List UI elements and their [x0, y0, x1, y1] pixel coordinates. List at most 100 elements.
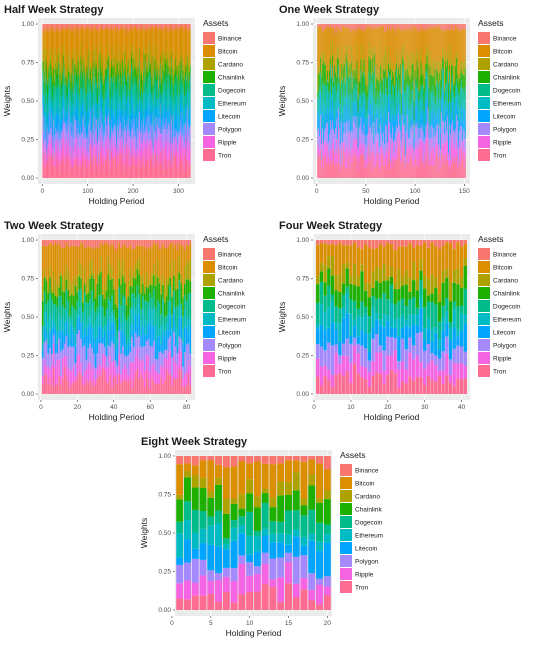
bar-segment	[117, 124, 119, 131]
bar-segment	[93, 24, 95, 29]
bar-segment	[123, 165, 124, 178]
bar-segment	[153, 84, 154, 104]
bar-segment	[186, 147, 187, 157]
bar-segment	[177, 24, 179, 28]
bar-segment	[365, 85, 367, 97]
bar-segment	[417, 68, 419, 89]
bar-segment	[160, 29, 162, 65]
bar-segment	[332, 66, 333, 86]
bar-segment	[118, 100, 119, 115]
bar-segment	[151, 58, 152, 78]
bar-segment	[105, 24, 107, 29]
bar-segment	[93, 155, 95, 178]
bar-segment	[96, 118, 98, 131]
bar-segment	[173, 102, 174, 110]
bar-segment	[154, 165, 156, 178]
bar-segment	[135, 61, 137, 73]
bar-segment	[453, 91, 454, 103]
bar-segment	[155, 69, 157, 77]
bar-segment	[55, 133, 56, 143]
bar-segment	[175, 25, 177, 52]
bar-segment	[155, 49, 157, 70]
bar-segment	[91, 147, 93, 162]
bar-segment	[447, 116, 449, 142]
bar-segment	[353, 122, 355, 138]
bar-segment	[87, 92, 89, 110]
bar-segment	[186, 58, 188, 81]
bar-segment	[448, 83, 450, 104]
bar-segment	[70, 73, 72, 86]
bar-segment	[46, 127, 48, 145]
bar-segment	[88, 126, 90, 146]
bar-segment	[143, 92, 144, 98]
bar-segment	[95, 64, 97, 77]
bar-segment	[155, 86, 157, 101]
bar-segment	[410, 147, 412, 157]
bar-segment	[426, 123, 428, 133]
bar-segment	[134, 154, 135, 178]
bar-segment	[114, 24, 116, 29]
bar-segment	[113, 100, 115, 113]
bar-segment	[58, 48, 59, 55]
bar-segment	[186, 127, 188, 141]
bar-segment	[47, 366, 49, 385]
bar-segment	[91, 138, 93, 148]
bar-segment	[402, 125, 404, 147]
bar-segment	[135, 54, 136, 68]
bar-segment	[45, 366, 48, 375]
bar-segment	[320, 57, 322, 74]
bar-segment	[156, 127, 157, 139]
bar-segment	[123, 144, 124, 159]
bar-segment	[47, 100, 49, 114]
bar-segment	[463, 29, 465, 62]
bar-segment	[53, 84, 54, 104]
bar-segment	[360, 153, 362, 178]
bar-segment	[64, 110, 66, 117]
bar-segment	[43, 42, 45, 62]
bar-segment	[60, 139, 61, 158]
bar-segment	[373, 52, 375, 73]
bar-segment	[121, 24, 123, 29]
bar-segment	[384, 94, 386, 104]
bar-segment	[41, 245, 44, 287]
bar-segment	[48, 115, 49, 135]
bar-segment	[151, 77, 152, 92]
bar-segment	[123, 93, 124, 117]
bar-segment	[437, 61, 439, 72]
bar-segment	[43, 24, 44, 33]
bar-segment	[397, 90, 399, 103]
bar-segment	[89, 78, 90, 86]
bar-segment	[78, 104, 80, 116]
bar-segment	[99, 24, 100, 32]
bar-segment	[62, 158, 63, 178]
bar-segment	[331, 129, 332, 151]
bar-segment	[68, 71, 70, 77]
bar-segment	[48, 77, 50, 92]
bar-segment	[95, 131, 96, 147]
bar-segment	[140, 98, 141, 111]
bar-segment	[150, 99, 152, 116]
bar-segment	[114, 156, 115, 178]
bar-segment	[185, 70, 187, 93]
bar-segment	[111, 108, 113, 128]
bar-segment	[64, 69, 65, 86]
bar-segment	[175, 75, 177, 92]
bar-segment	[163, 148, 165, 178]
bar-segment	[84, 28, 86, 62]
bar-segment	[353, 102, 355, 117]
bar-segment	[169, 60, 171, 74]
bar-segment	[344, 27, 346, 67]
bar-segment	[400, 114, 402, 122]
bar-segment	[86, 111, 88, 125]
bar-segment	[88, 88, 90, 105]
bar-segment	[451, 163, 452, 178]
bar-segment	[339, 84, 341, 105]
bar-segment	[158, 103, 160, 109]
bar-segment	[189, 80, 190, 102]
bar-segment	[134, 134, 135, 155]
bar-segment	[347, 76, 349, 97]
bar-segment	[376, 109, 378, 119]
bar-segment	[404, 27, 406, 63]
bar-segment	[107, 149, 108, 178]
bar-segment	[421, 85, 423, 98]
